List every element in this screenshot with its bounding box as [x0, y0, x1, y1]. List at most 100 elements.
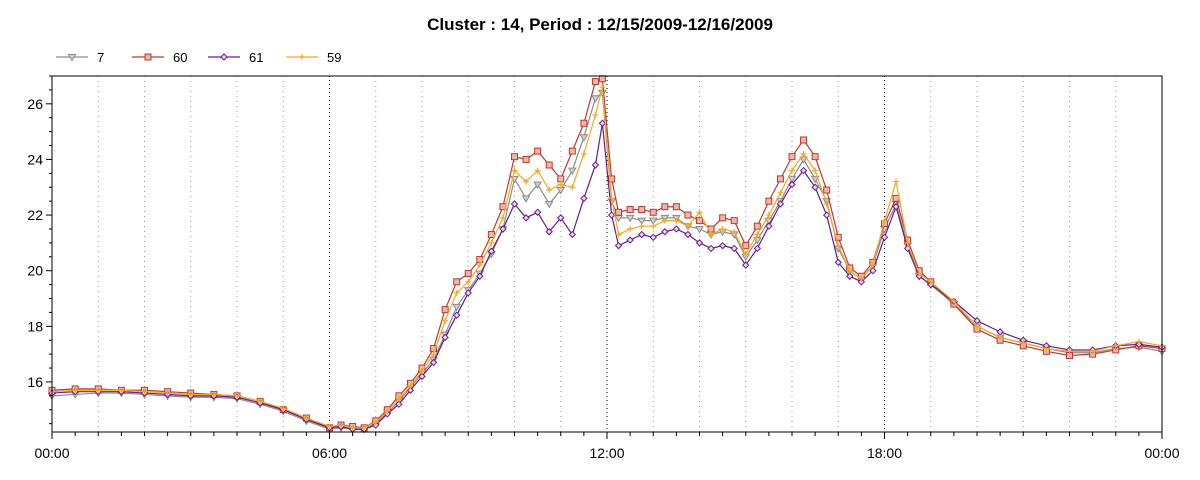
data-point	[846, 267, 853, 274]
data-point	[164, 390, 171, 397]
data-point	[464, 269, 472, 277]
data-point	[511, 153, 518, 161]
data-point	[1020, 340, 1027, 346]
data-point	[487, 231, 495, 239]
data-point	[476, 262, 483, 269]
data-point	[718, 241, 727, 250]
data-point	[95, 387, 102, 394]
legend-label: 59	[327, 50, 341, 65]
data-point	[521, 195, 531, 203]
data-point	[487, 247, 496, 255]
data-point	[395, 395, 402, 402]
legend-label: 61	[249, 50, 263, 65]
data-point	[787, 175, 797, 184]
data-point	[257, 398, 264, 405]
data-point	[568, 230, 577, 239]
data-point	[545, 228, 553, 236]
data-point	[476, 272, 484, 280]
data-point	[742, 251, 749, 257]
legend-label: 7	[97, 50, 104, 65]
data-point	[776, 200, 785, 208]
chart-title: Cluster : 14, Period : 12/15/2009-12/16/…	[427, 15, 773, 34]
data-point	[534, 167, 541, 174]
data-point	[800, 150, 807, 157]
data-point	[788, 180, 796, 189]
legend-swatch-marker	[220, 53, 228, 61]
data-point	[303, 415, 310, 422]
data-point	[730, 217, 738, 225]
data-point	[649, 208, 657, 216]
data-point	[544, 200, 554, 209]
legend-item-60: 60	[132, 50, 187, 65]
data-point	[765, 212, 772, 219]
series-layer	[47, 75, 1167, 434]
data-point	[996, 328, 1004, 336]
data-point	[881, 217, 888, 224]
data-point	[580, 150, 587, 157]
data-point	[950, 298, 957, 305]
data-point	[453, 289, 460, 296]
data-point	[776, 175, 784, 183]
x-tick-label: 00:00	[34, 445, 69, 461]
data-point	[522, 214, 530, 222]
data-point	[442, 317, 449, 324]
data-point	[592, 111, 599, 118]
data-point	[522, 155, 530, 163]
data-point	[661, 228, 669, 236]
data-point	[627, 225, 634, 232]
legend-swatch-marker	[299, 54, 305, 60]
data-point	[418, 372, 426, 381]
data-point	[997, 334, 1004, 341]
data-point	[546, 187, 553, 194]
data-point	[811, 153, 819, 161]
data-point	[591, 95, 600, 103]
data-point	[684, 211, 692, 219]
data-point	[812, 167, 819, 174]
data-point	[869, 262, 876, 269]
data-point	[534, 147, 542, 155]
data-point	[765, 197, 773, 205]
data-point	[811, 183, 819, 191]
data-point	[695, 239, 704, 247]
y-tick-label: 18	[27, 318, 43, 334]
data-point	[598, 75, 606, 83]
data-point	[579, 134, 589, 142]
data-point	[234, 392, 240, 399]
legend-item-61: 61	[208, 50, 263, 65]
data-point	[580, 119, 588, 127]
data-point	[823, 186, 831, 194]
data-point	[361, 424, 368, 431]
y-tick-label: 16	[27, 374, 43, 390]
data-point	[777, 189, 784, 196]
y-tick-label: 22	[27, 207, 43, 223]
data-point	[892, 194, 900, 202]
data-point	[799, 166, 808, 175]
data-point	[615, 231, 622, 238]
data-point	[696, 217, 703, 225]
data-point	[453, 278, 461, 286]
data-point	[419, 367, 425, 374]
x-tick-label: 18:00	[867, 445, 902, 461]
data-point	[648, 217, 658, 226]
data-point	[608, 175, 616, 183]
data-point	[858, 276, 865, 283]
series-line	[51, 77, 1163, 429]
data-point	[696, 209, 703, 216]
data-point	[187, 391, 194, 398]
data-point	[452, 311, 461, 319]
data-point	[892, 203, 900, 211]
data-point	[974, 323, 980, 330]
data-point	[661, 203, 669, 211]
data-point	[599, 84, 606, 91]
data-point	[533, 181, 542, 189]
data-point	[488, 239, 495, 246]
data-point	[752, 237, 762, 245]
data-point	[834, 233, 842, 241]
series-60	[48, 75, 1166, 432]
data-point	[1089, 348, 1096, 355]
data-point	[661, 217, 668, 224]
data-point	[429, 358, 438, 367]
data-point	[372, 419, 379, 426]
data-point	[452, 303, 462, 312]
